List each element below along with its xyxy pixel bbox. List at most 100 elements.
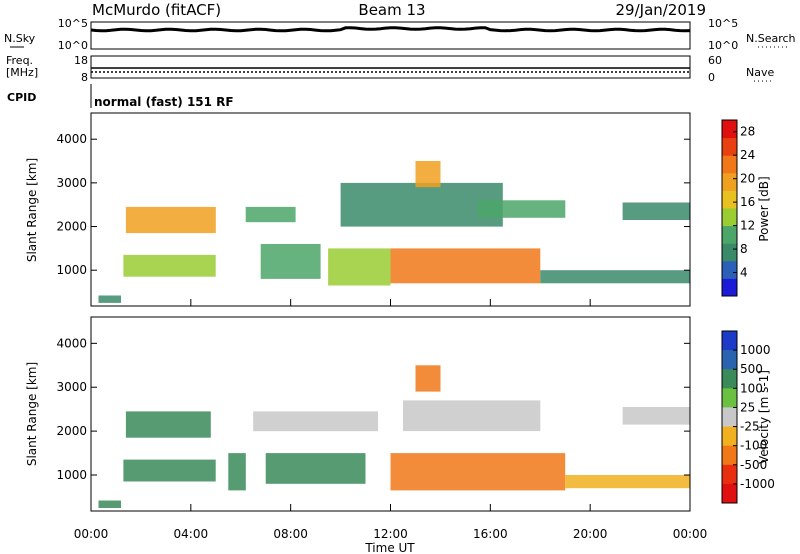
power-colorbar-label: Power [dB] bbox=[757, 176, 771, 241]
velocity-colorbar-cells bbox=[722, 331, 737, 504]
velocity-colorbar-frame bbox=[721, 330, 738, 504]
velocity-echo-region bbox=[228, 453, 246, 491]
station-title: McMurdo (fitACF) bbox=[92, 1, 221, 19]
power-y-tick-label: 3000 bbox=[56, 176, 87, 190]
velocity-echo-region bbox=[125, 411, 211, 438]
freq-frame bbox=[90, 55, 691, 79]
velocity-colorbar-cell bbox=[722, 407, 737, 427]
velocity-echo-region bbox=[98, 500, 121, 508]
freq-label: Freq. bbox=[6, 54, 33, 67]
velocity-y-axis: 1000 2000 3000 4000 bbox=[56, 336, 690, 482]
power-echo-region bbox=[98, 295, 121, 303]
power-panel: 1000 2000 3000 4000 Slant Range [km] bbox=[25, 112, 691, 307]
velocity-colorbar-cell bbox=[722, 388, 737, 408]
velocity-colorbar-tick-label: 1000 bbox=[740, 343, 771, 357]
velocity-echo-region bbox=[253, 411, 378, 432]
velocity-colorbar-cell bbox=[722, 445, 737, 466]
beam-title: Beam 13 bbox=[358, 1, 425, 19]
power-colorbar-tick-label: 4 bbox=[740, 266, 748, 280]
power-y-tick-label: 2000 bbox=[56, 220, 87, 234]
power-echo-region bbox=[390, 248, 541, 284]
velocity-colorbar-label: Velocity [m s-1] bbox=[757, 370, 771, 464]
velocity-echoes bbox=[98, 365, 690, 508]
power-y-tick-label: 4000 bbox=[56, 132, 87, 146]
nsky-trace bbox=[90, 26, 691, 33]
velocity-x-tickmarks bbox=[90, 504, 691, 511]
power-echo-region bbox=[622, 202, 690, 220]
power-echo-region bbox=[415, 161, 441, 188]
velocity-y-tick-label: 4000 bbox=[56, 336, 87, 350]
power-colorbar-cell bbox=[722, 225, 737, 244]
velocity-colorbar-cell bbox=[722, 369, 737, 389]
x-tick-label: 16:00 bbox=[473, 527, 508, 541]
velocity-echo-region bbox=[565, 475, 690, 489]
power-colorbar-cell bbox=[722, 155, 737, 174]
velocity-colorbar: 1000 500 100 25 -25 -100 -500 -1000 Velocity [m… bbox=[721, 330, 775, 504]
velocity-echo-region bbox=[622, 407, 690, 425]
power-echo-region bbox=[260, 244, 321, 279]
velocity-colorbar-cell bbox=[722, 426, 737, 447]
power-colorbar-tick-label: 24 bbox=[740, 148, 755, 162]
power-echo-region bbox=[245, 206, 296, 223]
power-colorbar-tick-label: 8 bbox=[740, 242, 748, 256]
velocity-colorbar-tick-label: -25 bbox=[740, 420, 760, 434]
velocity-colorbar-tick-label: -1000 bbox=[740, 477, 775, 491]
nsky-panel: 10^5 10^0 10^5 10^0 N.Sky N.Search bbox=[4, 17, 796, 52]
cpid-text: normal (fast) 151 RF bbox=[94, 95, 234, 109]
freq-tick-top: 18 bbox=[74, 54, 88, 67]
power-colorbar-tick-label: 12 bbox=[740, 219, 755, 233]
nave-tick-top: 60 bbox=[708, 54, 722, 67]
date-title: 29/Jan/2019 bbox=[616, 1, 707, 19]
nsearch-label: N.Search bbox=[746, 32, 796, 45]
velocity-echo-region bbox=[123, 459, 216, 482]
power-colorbar: 4 8 12 16 20 24 28 Power [dB] bbox=[721, 119, 771, 297]
power-echo-region bbox=[125, 206, 216, 234]
nsky-tick-bottom: 10^0 bbox=[58, 39, 88, 52]
nsearch-tick-bottom: 10^0 bbox=[708, 39, 738, 52]
velocity-echo-region bbox=[403, 400, 541, 432]
power-colorbar-ticks: 4 8 12 16 20 24 28 bbox=[733, 125, 755, 280]
velocity-echo-region bbox=[415, 365, 441, 392]
x-tick-label: 00:00 bbox=[74, 527, 109, 541]
x-axis-tick-labels: 00:00 04:00 08:00 12:00 16:00 20:00 00:00 bbox=[74, 527, 708, 541]
x-tick-label: 04:00 bbox=[174, 527, 209, 541]
power-y-tick-label: 1000 bbox=[56, 263, 87, 277]
nsky-frame bbox=[90, 21, 691, 50]
x-tick-label: 20:00 bbox=[573, 527, 608, 541]
velocity-echo-region bbox=[390, 453, 566, 491]
nave-tick-bottom: 0 bbox=[708, 71, 715, 84]
cpid-label: CPID bbox=[7, 91, 36, 104]
cpid-row: CPID normal (fast) 151 RF bbox=[7, 84, 234, 109]
power-colorbar-cell bbox=[722, 120, 737, 139]
velocity-colorbar-tick-label: -500 bbox=[740, 458, 767, 472]
power-echo-region bbox=[540, 270, 691, 284]
freq-unit: [MHz] bbox=[6, 66, 38, 79]
velocity-ylabel: Slant Range [km] bbox=[25, 362, 39, 466]
power-echo-region bbox=[123, 254, 216, 277]
power-colorbar-tick-label: 28 bbox=[740, 125, 755, 139]
power-x-tickmarks bbox=[90, 299, 691, 306]
velocity-colorbar-tick-label: 500 bbox=[740, 362, 763, 376]
velocity-colorbar-cell bbox=[722, 464, 737, 485]
power-colorbar-tick-label: 20 bbox=[740, 172, 755, 186]
power-colorbar-cell bbox=[722, 243, 737, 262]
power-colorbar-frame bbox=[721, 119, 738, 297]
velocity-y-tick-label: 2000 bbox=[56, 424, 87, 438]
velocity-colorbar-cell bbox=[722, 331, 737, 351]
nsearch-tick-top: 10^5 bbox=[708, 17, 738, 30]
power-colorbar-cell bbox=[722, 172, 737, 191]
velocity-colorbar-tick-label: 100 bbox=[740, 381, 763, 395]
velocity-y-tick-label: 3000 bbox=[56, 380, 87, 394]
velocity-echo-region bbox=[265, 453, 366, 484]
velocity-colorbar-ticks: 1000 500 100 25 -25 -100 -500 -1000 bbox=[733, 343, 775, 491]
freq-tick-bottom: 8 bbox=[81, 71, 88, 84]
x-tick-label: 00:00 bbox=[673, 527, 708, 541]
power-colorbar-cell bbox=[722, 137, 737, 156]
velocity-colorbar-tick-label: 25 bbox=[740, 400, 755, 414]
power-colorbar-cell bbox=[722, 278, 737, 297]
velocity-colorbar-tick-label: -100 bbox=[740, 439, 767, 453]
power-y-axis: 1000 2000 3000 4000 bbox=[56, 132, 690, 277]
nsky-label: N.Sky bbox=[4, 32, 36, 45]
x-axis-label: Time UT bbox=[364, 541, 415, 554]
